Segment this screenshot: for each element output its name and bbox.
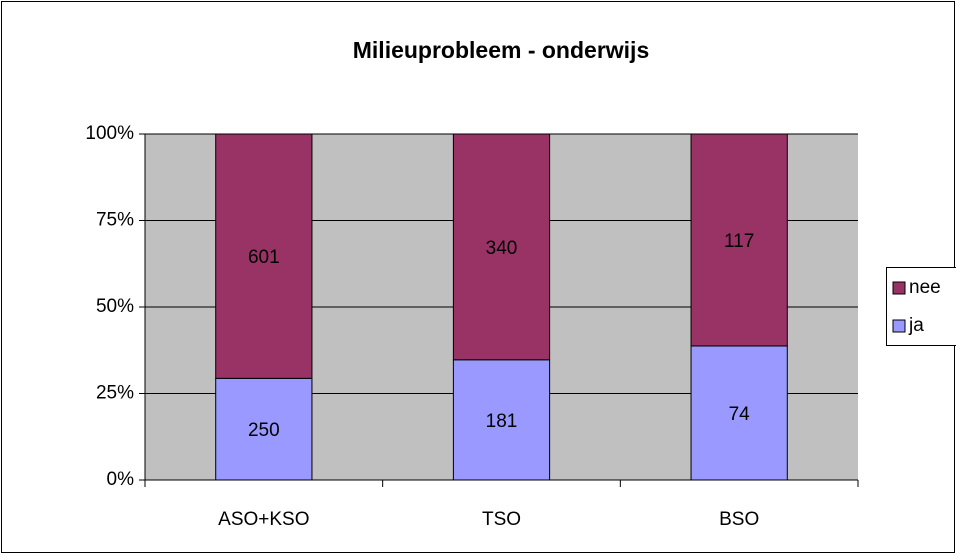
legend-swatch [892,319,906,333]
y-tick-label: 75% [96,210,134,231]
legend-swatch [892,281,906,295]
y-tick-label: 50% [96,296,134,317]
data-label: 601 [248,247,280,268]
y-tick-label: 0% [107,469,135,490]
data-label: 250 [248,420,280,441]
x-tick-label: TSO [482,509,521,530]
bar-segment [690,345,788,481]
data-label: 117 [724,231,754,252]
y-tick-label: 100% [85,123,134,144]
data-label: 181 [486,411,518,432]
legend-label: nee [909,277,941,298]
bar-segment [215,133,313,379]
x-tick-label: BSO [719,509,759,530]
bar-segment [452,133,551,361]
data-label: 74 [729,404,751,425]
y-tick-label: 25% [96,383,134,404]
legend-label: ja [908,315,924,336]
x-tick-label: ASO+KSO [218,509,309,530]
bar-segment [690,133,788,347]
data-label: 340 [486,238,518,259]
chart-title: Milieuprobleem - onderwijs [353,37,649,63]
bar-segment [215,377,313,481]
bar-segment [452,359,551,481]
